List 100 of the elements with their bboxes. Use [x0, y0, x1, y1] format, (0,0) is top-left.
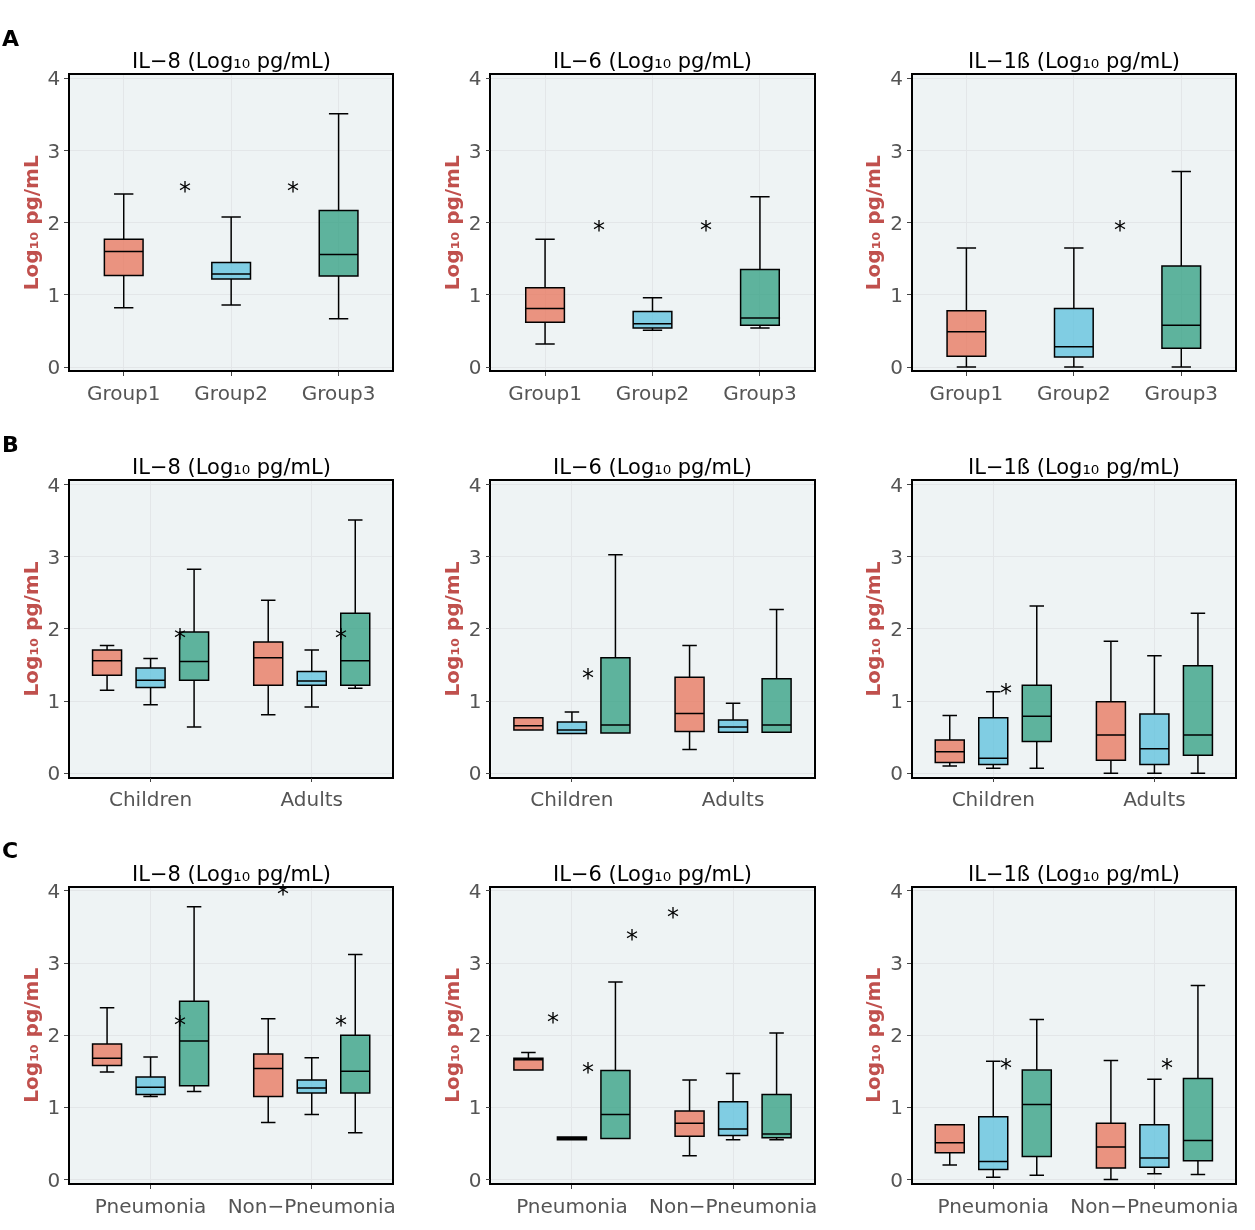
y-tick-label: 2	[468, 617, 482, 641]
y-tick-label: 2	[468, 1023, 482, 1048]
x-tick-label: Children	[530, 787, 614, 812]
x-tick-label: Non−Pneumonia	[227, 1193, 396, 1218]
x-tick-label: Pneumonia	[94, 1193, 207, 1218]
chart-title: IL−1ß (Log₁₀ pg/mL)	[968, 49, 1181, 73]
annotation: *	[287, 177, 299, 205]
y-axis-title: Log₁₀ pg/mL	[439, 967, 464, 1103]
annotation: *	[1000, 679, 1012, 707]
x-tick-label: Pneumonia	[937, 1193, 1050, 1218]
x-tick-label: Pneumonia	[516, 1193, 628, 1218]
annotation: *	[179, 177, 191, 205]
annotation: *	[700, 216, 712, 244]
x-tick-label: Children	[108, 787, 193, 812]
y-axis-title: Log₁₀ pg/mL	[18, 155, 43, 291]
y-axis-title: Log₁₀ pg/mL	[18, 967, 43, 1103]
text: A	[2, 26, 20, 51]
y-tick-label: 1	[890, 689, 903, 714]
y-tick-label: 0	[890, 761, 903, 786]
x-tick-label: Children	[951, 787, 1035, 812]
x-tick-label: Group3	[301, 381, 376, 406]
x-tick-label: Adults	[1123, 787, 1186, 812]
y-tick-label: 3	[890, 138, 903, 163]
y-tick-label: 4	[47, 878, 61, 903]
x-tick-label: Group3	[1144, 381, 1219, 406]
y-axis-title: Log₁₀ pg/mL	[18, 561, 43, 697]
annotation: *	[335, 1011, 347, 1039]
y-tick-label: 3	[47, 544, 61, 569]
y-tick-label: 4	[468, 66, 482, 91]
annotation: *	[582, 1058, 594, 1086]
y-axis-title: Log₁₀ pg/mL	[861, 967, 886, 1103]
y-tick-label: 3	[468, 544, 482, 569]
y-tick-label: 0	[468, 355, 482, 379]
y-tick-label: 3	[468, 138, 482, 163]
chart-title: IL−6 (Log₁₀ pg/mL)	[553, 455, 752, 479]
x-tick-label: Group1	[929, 381, 1004, 406]
annotation: *	[1114, 216, 1126, 244]
y-tick-label: 0	[47, 761, 61, 786]
y-axis-title: Log₁₀ pg/mL	[861, 155, 886, 291]
y-tick-label: 3	[468, 951, 482, 976]
y-axis-title: Log₁₀ pg/mL	[439, 155, 464, 291]
y-tick-label: 0	[890, 1167, 903, 1192]
annotation: *	[1161, 1054, 1173, 1082]
y-tick-label: 3	[890, 544, 903, 569]
chart-title: IL−1ß (Log₁₀ pg/mL)	[968, 455, 1181, 479]
y-tick-label: 1	[890, 1095, 903, 1120]
y-tick-label: 3	[47, 951, 61, 976]
annotation: *	[1000, 1054, 1012, 1082]
y-tick-label: 1	[468, 1095, 482, 1120]
y-tick-label: 4	[890, 66, 903, 91]
y-tick-label: 0	[47, 1167, 61, 1192]
chart-title: IL−8 (Log₁₀ pg/mL)	[132, 455, 331, 479]
annotation: *	[582, 664, 594, 692]
annotation: *	[626, 925, 638, 953]
y-tick-label: 2	[890, 210, 903, 235]
y-tick-label: 1	[47, 282, 61, 307]
y-tick-label: 1	[468, 282, 482, 307]
text: C	[2, 838, 19, 863]
x-tick-label: Non−Pneumonia	[1070, 1193, 1239, 1218]
y-tick-label: 1	[47, 689, 61, 714]
x-tick-label: Group3	[723, 381, 797, 406]
x-tick-label: Non−Pneumonia	[648, 1193, 818, 1218]
y-tick-label: 2	[47, 617, 61, 641]
y-axis-title: Log₁₀ pg/mL	[439, 561, 464, 697]
annotation: *	[547, 1008, 559, 1036]
y-tick-label: 0	[890, 355, 903, 379]
x-tick-label: Group2	[615, 381, 690, 406]
y-tick-label: 1	[890, 282, 903, 307]
y-tick-label: 4	[890, 472, 903, 497]
y-tick-label: 4	[890, 878, 903, 903]
chart-title: IL−8 (Log₁₀ pg/mL)	[132, 49, 331, 73]
x-tick-label: Adults	[701, 787, 765, 812]
annotation: *	[593, 216, 605, 244]
y-axis-title: Log₁₀ pg/mL	[861, 561, 886, 697]
chart-title: IL−6 (Log₁₀ pg/mL)	[553, 862, 752, 886]
y-tick-label: 3	[890, 951, 903, 976]
y-tick-label: 2	[47, 1023, 61, 1048]
x-tick-label: Group1	[508, 381, 582, 406]
y-tick-label: 4	[468, 472, 482, 497]
chart-title: IL−6 (Log₁₀ pg/mL)	[553, 49, 752, 73]
y-tick-label: 1	[47, 1095, 61, 1120]
y-tick-label: 4	[47, 472, 61, 497]
y-tick-label: 1	[468, 689, 482, 714]
x-tick-label: Group2	[194, 381, 268, 406]
x-tick-label: Group2	[1037, 381, 1111, 406]
y-tick-label: 4	[47, 66, 61, 91]
x-tick-label: Adults	[280, 787, 344, 812]
y-tick-label: 3	[47, 138, 61, 163]
annotation: *	[667, 903, 679, 931]
y-tick-label: 2	[890, 617, 903, 641]
y-tick-label: 0	[468, 1167, 482, 1192]
y-tick-label: 0	[47, 355, 61, 379]
chart-title: IL−1ß (Log₁₀ pg/mL)	[968, 862, 1181, 886]
y-tick-label: 0	[468, 761, 482, 786]
y-tick-label: 2	[47, 210, 61, 235]
y-tick-label: 2	[890, 1023, 903, 1048]
y-tick-label: 4	[468, 878, 482, 903]
x-tick-label: Group1	[86, 381, 161, 406]
text: B	[2, 432, 19, 457]
y-tick-label: 2	[468, 210, 482, 235]
